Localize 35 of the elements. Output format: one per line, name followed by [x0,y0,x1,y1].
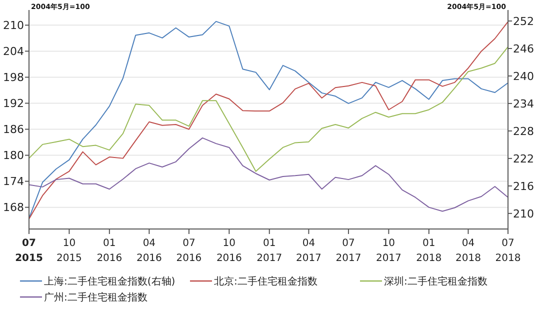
x-tick-label: 07 2015 [15,238,43,264]
x-tick-label: 07 2016 [176,238,202,264]
y2-tick-label: 228 [513,124,534,138]
x-tick-label: 04 2018 [456,238,481,264]
y-tick-label: 204 [3,45,24,58]
y2-tick-label: 234 [513,97,534,110]
line-series [28,46,508,172]
legend-label: 北京:二手住宅租金指数 [214,276,318,288]
y2-tick-label: 252 [513,14,534,28]
y-tick-label: 180 [3,149,24,162]
y-tick-label: 210 [3,19,24,32]
y2-tick-label: 216 [513,180,534,193]
x-tick-label: 10 2015 [56,238,82,264]
y2-tick-label: 246 [513,42,534,56]
x-tick-label: 10 2016 [216,238,242,264]
y-tick-label: 174 [3,175,24,188]
legend-label: 上海:二手住宅租金指数(右轴) [44,276,176,288]
x-tick-label: 07 2017 [336,238,362,264]
y-tick-label: 186 [3,123,24,136]
x-tick-label: 04 2017 [296,238,322,264]
x-tick-label: 07 2018 [495,238,521,264]
x-tick-label: 01 2016 [96,238,122,264]
legend-label: 深圳:二手住宅租金指数 [384,276,488,288]
y-tick-label: 168 [3,201,24,214]
y-tick-label: 198 [3,71,24,84]
x-tick-label: 01 2017 [256,238,282,264]
y2-tick-label: 210 [513,207,534,220]
x-tick-label: 10 2017 [376,238,402,264]
line-series [28,137,508,212]
y2-tick-label: 240 [513,70,534,83]
x-tick-label: 01 2018 [416,238,442,264]
y-tick-label: 192 [3,97,24,110]
y2-tick-label: 222 [513,152,534,166]
x-tick-label: 04 2016 [136,238,162,264]
legend-label: 广州:二手住宅租金指数 [44,292,148,304]
